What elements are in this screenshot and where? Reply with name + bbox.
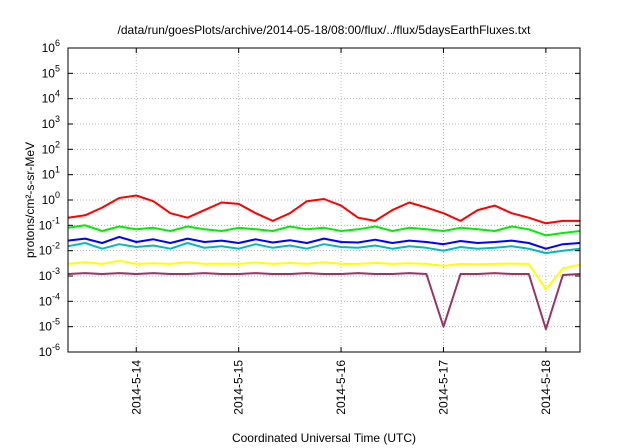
y-tick-label: 104 (42, 89, 60, 106)
x-tick-label: 2014-5-14 (129, 360, 143, 415)
y-tick-base: 10 (39, 320, 53, 334)
chart-title: /data/run/goesPlots/archive/2014-05-18/0… (118, 23, 532, 37)
y-tick-exponent: 2 (55, 139, 60, 149)
x-tick-label: 2014-5-18 (539, 360, 553, 415)
x-axis-label: Coordinated Universal Time (UTC) (232, 431, 416, 445)
x-axis: 2014-5-14 2014-5-15 2014-5-16 2014-5-17 2014… (129, 48, 553, 415)
y-tick-base: 10 (42, 41, 56, 55)
y-tick-base: 10 (42, 92, 56, 106)
y-tick-base: 10 (42, 168, 56, 182)
y-tick-base: 10 (39, 218, 53, 232)
y-tick-exponent: -3 (52, 266, 60, 276)
series-line-4 (67, 235, 581, 250)
x-tick-label: 2014-5-17 (436, 360, 450, 415)
y-tick-exponent: 1 (55, 165, 60, 175)
y-tick-label: 102 (42, 139, 60, 156)
series-line-1 (67, 194, 580, 225)
x-tick-label: 2014-5-15 (232, 360, 246, 415)
y-tick-exponent: -1 (52, 215, 60, 225)
y-axis: 10-610-510-410-310-210-11001011021031041… (39, 38, 580, 359)
y-axis-label: protons/cm²-s-sr-MeV (23, 142, 37, 258)
y-tick-exponent: -6 (52, 342, 60, 352)
y-grid-lines (68, 72, 580, 328)
y-tick-base: 10 (42, 193, 56, 207)
y-tick-base: 10 (39, 345, 53, 359)
y-tick-label: 10-2 (39, 241, 60, 258)
y-tick-label: 10-3 (39, 266, 60, 283)
series-line-6 (67, 272, 581, 331)
y-tick-exponent: 0 (55, 190, 60, 200)
y-tick-label: 103 (42, 114, 60, 131)
y-tick-exponent: -5 (52, 317, 60, 327)
y-tick-label: 10-1 (39, 215, 60, 232)
y-tick-label: 106 (42, 38, 60, 55)
y-tick-base: 10 (42, 142, 56, 156)
y-tick-base: 10 (39, 244, 53, 258)
x-tick-label: 2014-5-16 (334, 360, 348, 415)
y-tick-base: 10 (39, 269, 53, 283)
y-tick-label: 10-4 (39, 291, 60, 308)
y-tick-label: 100 (42, 190, 60, 207)
y-tick-exponent: -4 (52, 291, 60, 301)
series-lines (67, 194, 581, 331)
y-tick-exponent: 4 (55, 89, 60, 99)
y-tick-base: 10 (39, 294, 53, 308)
series-line-5 (67, 259, 581, 291)
y-tick-label: 105 (42, 63, 60, 80)
y-tick-label: 101 (42, 165, 60, 182)
y-tick-exponent: 6 (55, 38, 60, 48)
y-tick-label: 10-6 (39, 342, 60, 359)
series-line-3 (67, 242, 581, 255)
series-line-2 (67, 224, 581, 237)
y-tick-label: 10-5 (39, 317, 60, 334)
y-tick-exponent: -2 (52, 241, 60, 251)
y-tick-base: 10 (42, 66, 56, 80)
y-tick-exponent: 3 (55, 114, 60, 124)
y-tick-exponent: 5 (55, 63, 60, 73)
y-tick-base: 10 (42, 117, 56, 131)
